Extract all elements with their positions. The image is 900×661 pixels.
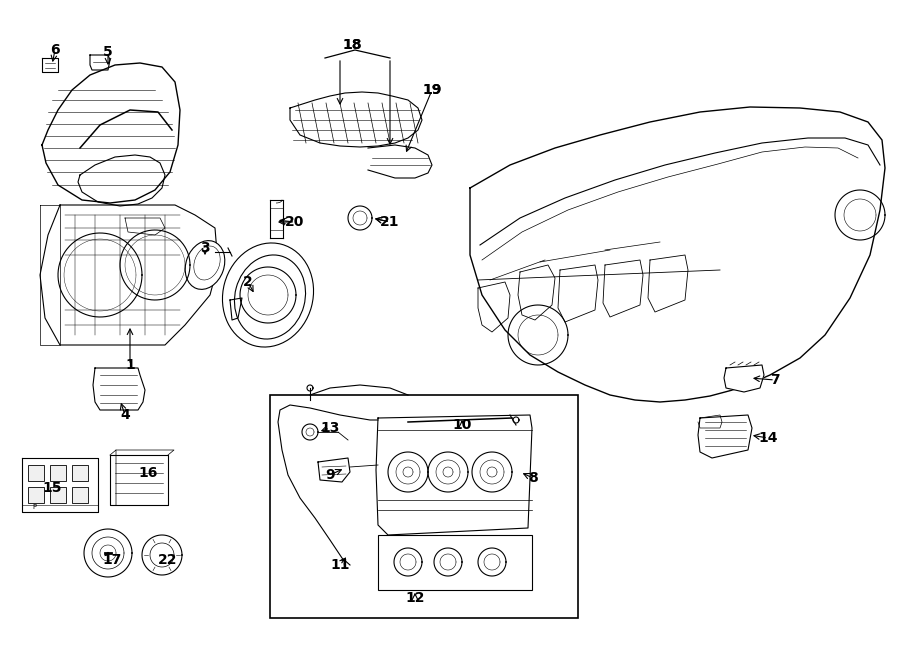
Text: P: P: [32, 504, 36, 510]
Polygon shape: [40, 205, 218, 345]
Text: 2: 2: [243, 275, 253, 289]
Polygon shape: [388, 452, 428, 492]
Text: 4: 4: [120, 408, 130, 422]
Text: 13: 13: [320, 421, 339, 435]
Text: 3: 3: [200, 241, 210, 255]
Polygon shape: [93, 368, 145, 410]
Bar: [270, 395, 578, 618]
Text: 12: 12: [405, 591, 425, 605]
Polygon shape: [290, 92, 422, 147]
Text: 9: 9: [325, 468, 335, 482]
Bar: [72, 487, 88, 503]
Bar: [72, 465, 88, 481]
Text: 18: 18: [342, 38, 362, 52]
Polygon shape: [84, 529, 132, 577]
Bar: [378, 535, 532, 590]
Bar: [28, 465, 44, 481]
Text: 17: 17: [103, 553, 122, 567]
Bar: [28, 487, 44, 503]
Polygon shape: [472, 452, 512, 492]
Text: 14: 14: [758, 431, 778, 445]
Polygon shape: [470, 107, 885, 402]
Polygon shape: [142, 535, 182, 575]
Ellipse shape: [222, 243, 313, 347]
Text: 16: 16: [139, 466, 158, 480]
Text: 18: 18: [342, 38, 362, 52]
Polygon shape: [368, 145, 432, 178]
Polygon shape: [434, 548, 462, 576]
Text: 15: 15: [42, 481, 62, 495]
Polygon shape: [478, 548, 506, 576]
Polygon shape: [376, 415, 532, 535]
Ellipse shape: [185, 241, 225, 290]
Text: 22: 22: [158, 553, 178, 567]
Text: 10: 10: [453, 418, 472, 432]
Polygon shape: [394, 548, 422, 576]
Polygon shape: [428, 452, 468, 492]
Text: 21: 21: [380, 215, 400, 229]
Bar: [50, 465, 66, 481]
Text: 5: 5: [104, 45, 112, 59]
Polygon shape: [724, 365, 764, 392]
Bar: [50, 487, 66, 503]
Polygon shape: [22, 458, 98, 512]
Text: 19: 19: [422, 83, 442, 97]
Text: 7: 7: [770, 373, 779, 387]
Polygon shape: [42, 63, 180, 203]
Polygon shape: [318, 458, 350, 482]
Polygon shape: [110, 455, 168, 505]
Text: 19: 19: [422, 83, 442, 97]
Text: 8: 8: [528, 471, 538, 485]
Text: 6: 6: [50, 43, 59, 57]
Text: 1: 1: [125, 358, 135, 372]
Polygon shape: [698, 415, 752, 458]
Text: 11: 11: [330, 558, 350, 572]
Text: 20: 20: [285, 215, 305, 229]
Ellipse shape: [234, 255, 306, 339]
